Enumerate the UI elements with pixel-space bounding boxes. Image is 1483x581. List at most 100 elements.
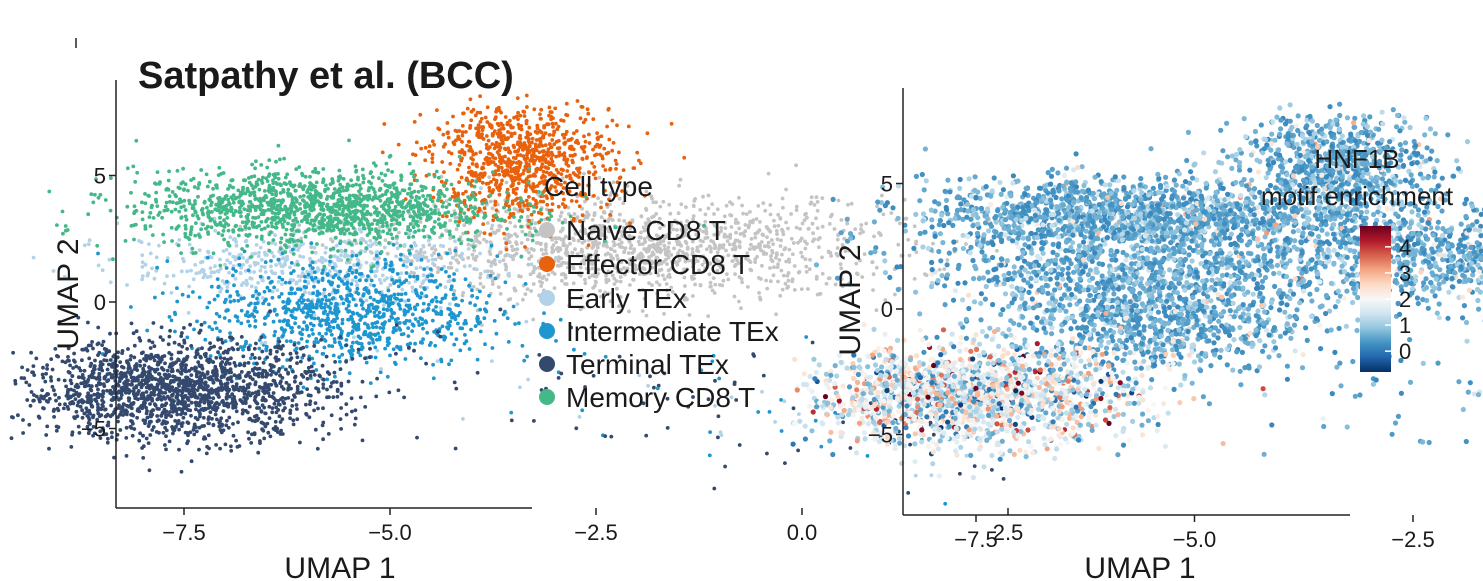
left-cell-point <box>545 202 550 207</box>
left-cell-point <box>581 120 586 125</box>
left-cell-point <box>406 235 411 240</box>
left-cell-point <box>345 258 350 262</box>
left-cell-point <box>93 192 97 197</box>
left-cell-point <box>325 223 329 228</box>
left-cell-point <box>266 241 271 246</box>
left-cell-point <box>277 275 282 280</box>
left-cell-point <box>108 280 113 285</box>
left-cell-point <box>459 241 463 246</box>
left-cell-point <box>283 304 287 309</box>
left-cell-point <box>243 313 248 318</box>
left-cell-point <box>429 227 434 232</box>
left-cell-point <box>364 240 368 245</box>
left-cell-point <box>489 243 494 248</box>
left-cell-point <box>289 194 294 199</box>
left-cell-point <box>363 321 367 326</box>
left-cell-point <box>494 208 499 213</box>
left-cell-point <box>675 233 680 238</box>
left-cell-point <box>383 173 388 178</box>
left-cell-point <box>775 265 780 270</box>
left-cell-point <box>836 198 841 203</box>
left-cell-point <box>524 184 529 189</box>
left-cell-point <box>447 247 452 252</box>
left-cell-point <box>276 176 281 181</box>
left-cell-point <box>137 239 142 243</box>
left-cell-point <box>292 307 297 311</box>
left-cell-point <box>413 341 417 346</box>
left-cell-point <box>697 268 701 273</box>
left-cell-point <box>231 237 236 242</box>
left-cell-point <box>818 291 823 296</box>
left-cell-point <box>249 183 254 188</box>
left-cell-point <box>692 272 697 277</box>
left-cell-point <box>425 330 430 335</box>
left-cell-point <box>321 179 326 184</box>
left-cell-point <box>610 148 615 153</box>
left-cell-point <box>499 165 504 170</box>
left-cell-point <box>390 311 395 316</box>
left-cell-point <box>320 271 325 275</box>
left-cell-point <box>364 278 368 283</box>
left-cell-point <box>201 222 205 227</box>
left-cell-point <box>257 250 261 255</box>
left-cell-point <box>912 224 917 229</box>
left-cell-point <box>470 252 475 257</box>
left-cell-point <box>193 209 198 214</box>
left-cell-point <box>153 181 157 186</box>
left-cell-point <box>215 208 220 213</box>
left-cell-point <box>526 207 530 212</box>
left-cell-point <box>470 191 475 195</box>
left-cell-point <box>295 262 300 267</box>
left-cell-point <box>815 208 820 213</box>
left-cell-point <box>179 251 184 256</box>
left-cell-point <box>269 259 273 263</box>
left-cell-point <box>445 131 450 136</box>
left-cell-point <box>337 204 342 208</box>
left-cell-point <box>693 228 698 233</box>
left-cell-point <box>406 225 411 229</box>
left-cell-point <box>288 265 292 270</box>
left-cell-point <box>226 243 231 247</box>
left-cell-point <box>241 347 246 352</box>
left-cell-point <box>399 292 404 297</box>
left-cell-point <box>485 221 490 225</box>
left-cell-point <box>878 232 882 236</box>
left-cell-point <box>590 266 595 271</box>
left-cell-point <box>360 345 365 350</box>
left-cell-point <box>155 204 160 209</box>
left-cell-point <box>737 226 741 231</box>
left-cell-point <box>800 254 805 259</box>
left-cell-point <box>388 283 393 287</box>
left-cell-point <box>233 255 238 260</box>
left-cell-point <box>303 174 308 179</box>
left-cell-point <box>397 326 402 331</box>
left-cell-point <box>632 166 637 171</box>
left-cell-point <box>469 156 474 161</box>
left-cell-point <box>757 228 762 233</box>
left-cell-point <box>253 319 258 323</box>
left-cell-point <box>289 330 294 335</box>
left-cell-point <box>407 161 412 166</box>
left-cell-point <box>362 176 366 181</box>
left-cell-point <box>143 226 148 231</box>
left-cell-point <box>203 337 208 342</box>
left-cell-point <box>334 301 338 306</box>
left-cell-point <box>186 235 190 240</box>
left-cell-point <box>209 200 214 205</box>
left-cell-point <box>165 207 170 212</box>
left-cell-point <box>208 354 213 358</box>
left-cell-point <box>726 277 731 282</box>
left-cell-point <box>254 289 259 294</box>
left-cell-point <box>826 249 831 254</box>
left-cell-point <box>776 223 781 228</box>
left-cell-point <box>554 139 559 144</box>
left-cell-point <box>277 182 282 187</box>
left-cell-point <box>531 282 536 286</box>
left-cell-point <box>552 130 557 135</box>
left-cell-point <box>422 235 427 239</box>
left-cell-point <box>239 214 243 219</box>
left-cell-point <box>395 234 399 239</box>
left-cell-point <box>782 247 787 252</box>
left-cell-point <box>701 229 706 234</box>
left-cell-point <box>889 211 894 216</box>
